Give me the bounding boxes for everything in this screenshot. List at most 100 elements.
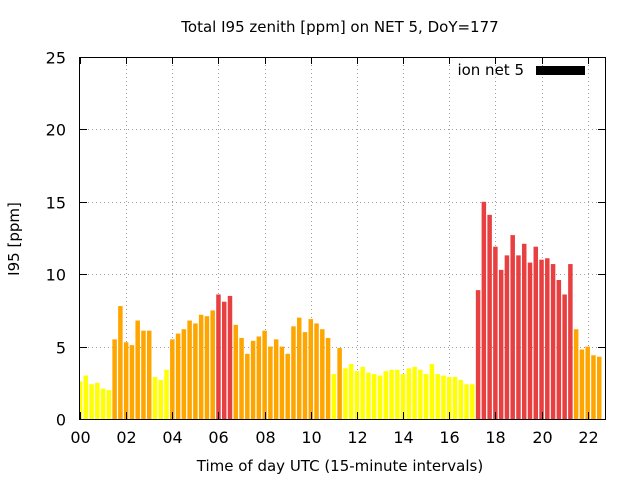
x-tick-label: 08 <box>255 428 275 447</box>
bar <box>95 382 100 419</box>
bar <box>498 269 504 419</box>
bar <box>539 259 544 419</box>
x-tick-label: 00 <box>70 428 90 447</box>
bar <box>446 377 452 419</box>
bar <box>354 371 360 419</box>
bar <box>377 375 383 419</box>
bar <box>89 384 94 419</box>
bar <box>141 330 146 419</box>
axis-ticks <box>80 57 605 420</box>
bar <box>412 366 417 419</box>
bar <box>262 330 267 419</box>
bar <box>418 369 423 419</box>
bar <box>493 246 498 419</box>
bar <box>429 363 435 419</box>
bar <box>423 374 429 419</box>
chart-title: Total I95 zenith [ppm] on NET 5, DoY=177 <box>180 18 498 36</box>
x-tick-label: 20 <box>532 428 552 447</box>
y-tick-label: 25 <box>46 49 66 68</box>
bar <box>545 258 550 419</box>
legend: ion net 5 <box>457 61 585 79</box>
x-axis-label: Time of day UTC (15-minute intervals) <box>196 457 483 475</box>
bar <box>216 294 221 419</box>
y-tick-label: 20 <box>46 121 66 140</box>
bar <box>135 320 140 419</box>
bar <box>562 294 567 419</box>
bar <box>568 264 573 419</box>
bar <box>164 369 169 419</box>
legend-swatch <box>536 66 585 75</box>
bar <box>83 375 89 419</box>
bar <box>475 290 481 419</box>
bar <box>389 369 394 419</box>
x-tick-label: 10 <box>301 428 321 447</box>
bar <box>175 333 181 419</box>
bar <box>481 201 487 419</box>
x-tick-label: 04 <box>162 428 182 447</box>
x-tick-label: 12 <box>347 428 367 447</box>
bar <box>487 214 492 419</box>
bar <box>198 314 204 419</box>
bar <box>470 384 475 419</box>
y-tick-labels: 0 5 10 15 20 25 <box>46 49 66 430</box>
x-tick-label: 02 <box>116 428 136 447</box>
bar <box>210 310 215 419</box>
bar <box>256 336 262 419</box>
bar <box>337 348 342 419</box>
bar <box>371 374 377 419</box>
bar <box>152 377 158 419</box>
bar <box>441 375 446 419</box>
x-tick-label: 14 <box>393 428 413 447</box>
bar <box>233 324 239 419</box>
bar <box>112 339 117 419</box>
bar <box>579 349 585 419</box>
bar <box>348 363 354 419</box>
bar <box>533 246 539 419</box>
y-tick-label: 5 <box>56 339 66 358</box>
bar <box>400 374 406 419</box>
grid-lines <box>80 57 605 419</box>
bar <box>302 332 308 419</box>
bar <box>268 346 273 419</box>
bar <box>527 262 533 419</box>
bar <box>308 319 314 419</box>
bar <box>245 353 250 419</box>
bar <box>80 381 83 419</box>
bar <box>585 346 590 419</box>
bars <box>80 201 602 419</box>
bar <box>383 371 389 419</box>
bar <box>123 342 129 419</box>
bar <box>464 384 469 419</box>
bar <box>452 377 458 419</box>
x-tick-label: 06 <box>208 428 228 447</box>
bar <box>331 374 337 419</box>
bar <box>187 320 192 419</box>
bar <box>458 379 464 419</box>
bar <box>366 372 371 419</box>
bar <box>573 329 579 419</box>
bar <box>395 369 400 419</box>
bar <box>285 353 290 419</box>
bar <box>556 279 562 419</box>
bar <box>204 316 210 419</box>
bar <box>314 323 319 419</box>
bar <box>181 329 187 419</box>
bar <box>510 235 515 419</box>
bar <box>596 356 602 419</box>
x-tick-labels: 00 02 04 06 08 10 12 14 16 18 20 22 <box>70 428 598 447</box>
y-axis-label: I95 [ppm] <box>5 202 23 276</box>
y-tick-label: 15 <box>46 194 66 213</box>
bar <box>296 317 302 419</box>
bar <box>320 329 325 419</box>
bar <box>516 255 521 419</box>
bar <box>170 339 175 419</box>
bar <box>360 366 365 419</box>
x-tick-label: 22 <box>578 428 598 447</box>
bar <box>250 340 256 419</box>
bar <box>325 337 331 419</box>
bar <box>591 355 596 419</box>
y-tick-label: 10 <box>46 266 66 285</box>
bar <box>521 243 527 419</box>
bar <box>106 390 112 419</box>
